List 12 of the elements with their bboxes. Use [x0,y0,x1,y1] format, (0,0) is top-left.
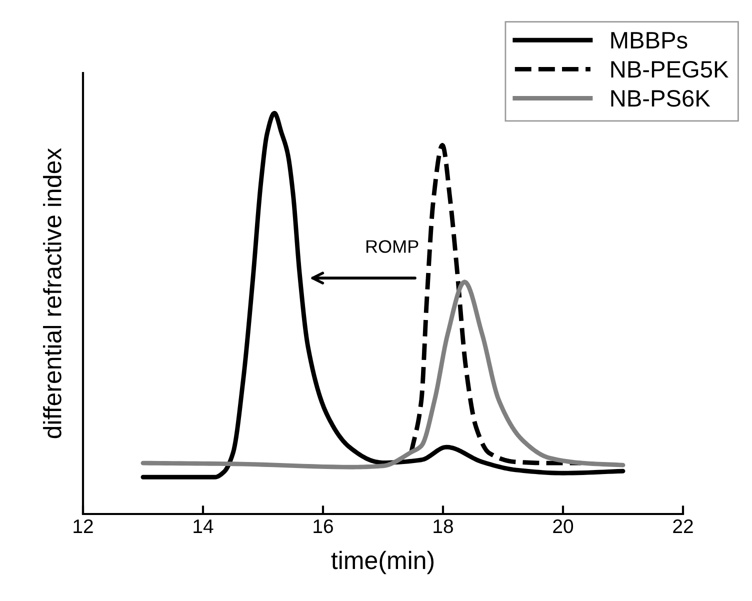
x-axis-title: time(min) [331,550,434,574]
annotation: ROMP [366,240,418,253]
x-tick-label: 20 [553,519,574,534]
x-tick-label: 16 [314,519,333,534]
y-axis-title: differential refractive index [43,148,62,438]
legend-label: MBBPs [611,32,688,49]
x-tick-label: 22 [673,519,693,533]
x-tick-label: 12 [74,519,93,533]
x-tick-label: 14 [194,520,214,533]
x-tick-label: 18 [434,519,453,534]
legend-label: NB-PEG5K [611,60,728,78]
legend-label: NB-PS6K [611,90,710,107]
